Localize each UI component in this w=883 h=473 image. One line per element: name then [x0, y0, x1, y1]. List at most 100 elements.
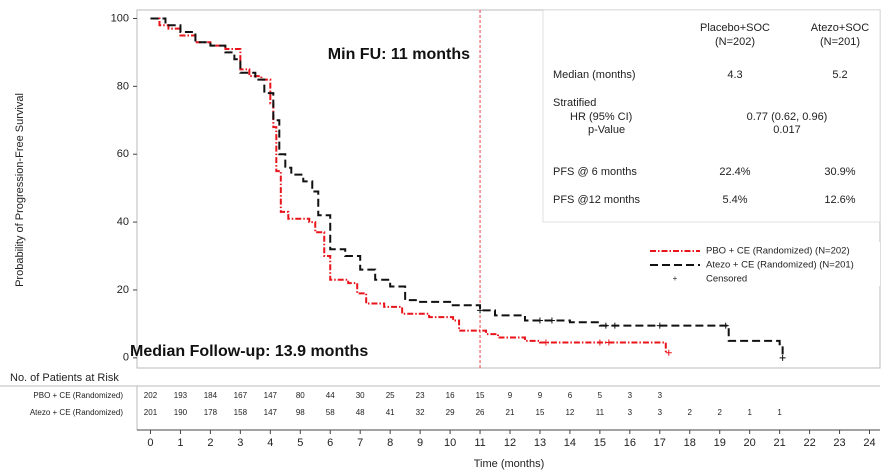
table-cell: 0.017: [773, 124, 801, 136]
table-row-label: Median (months): [553, 69, 636, 81]
table-row-label: p-Value: [588, 124, 625, 136]
censor-mark: [602, 322, 609, 329]
risk-count: 158: [234, 408, 248, 417]
risk-title: No. of Patients at Risk: [10, 372, 119, 384]
risk-count: 11: [596, 408, 605, 417]
risk-count: 30: [356, 391, 365, 400]
risk-count: 32: [416, 408, 425, 417]
risk-count: 58: [326, 408, 335, 417]
x-tick-label: 21: [774, 437, 786, 449]
x-tick-label: 10: [444, 437, 456, 449]
table-row-label: Stratified: [553, 97, 596, 109]
risk-count: 9: [508, 391, 513, 400]
y-tick-label: 100: [111, 12, 129, 24]
x-tick-label: 14: [564, 437, 576, 449]
table-cell: 12.6%: [824, 194, 855, 206]
x-tick-label: 24: [863, 437, 875, 449]
risk-count: 1: [747, 408, 752, 417]
risk-count: 6: [568, 391, 573, 400]
risk-count: 202: [144, 391, 158, 400]
risk-count: 1: [777, 408, 782, 417]
censor-mark: [665, 349, 672, 356]
risk-count: 167: [234, 391, 248, 400]
x-tick-label: 7: [357, 437, 363, 449]
y-tick-label: 60: [117, 148, 129, 160]
x-tick-label: 1: [177, 437, 183, 449]
x-tick-label: 11: [474, 437, 485, 449]
risk-count: 147: [264, 408, 278, 417]
legend-label: PBO + CE (Randomized) (N=202): [706, 246, 850, 257]
risk-count: 44: [326, 391, 335, 400]
table-cell: 5.2: [832, 69, 847, 81]
x-tick-label: 6: [327, 437, 333, 449]
x-tick-label: 5: [297, 437, 303, 449]
censor-mark: [477, 307, 484, 314]
risk-count: 193: [174, 391, 188, 400]
table-row-label: PFS @12 months: [553, 194, 640, 206]
risk-count: 5: [598, 391, 603, 400]
risk-count: 3: [658, 408, 663, 417]
risk-count: 29: [446, 408, 455, 417]
risk-count: 3: [628, 408, 633, 417]
x-tick-label: 8: [387, 437, 393, 449]
x-tick-label: 23: [833, 437, 845, 449]
risk-count: 15: [536, 408, 545, 417]
annotation: Min FU: 11 months: [328, 46, 470, 63]
legend-symbol: +: [673, 274, 678, 283]
table-header: (N=201): [820, 36, 860, 48]
legend-box: [645, 242, 880, 286]
x-tick-label: 4: [267, 437, 273, 449]
risk-count: 41: [386, 408, 395, 417]
risk-row-label: PBO + CE (Randomized): [33, 391, 123, 400]
risk-count: 2: [717, 408, 722, 417]
x-tick-label: 17: [654, 437, 666, 449]
censor-mark: [536, 317, 543, 324]
survival-curve: [150, 17, 667, 353]
risk-count: 201: [144, 408, 158, 417]
table-header: (N=202): [715, 36, 755, 48]
risk-count: 25: [386, 391, 395, 400]
x-tick-label: 18: [684, 437, 696, 449]
risk-count: 16: [446, 391, 455, 400]
x-tick-label: 16: [624, 437, 636, 449]
risk-count: 98: [296, 408, 305, 417]
risk-count: 2: [688, 408, 693, 417]
table-header: Atezo+SOC: [811, 22, 869, 34]
risk-count: 12: [565, 408, 574, 417]
x-tick-label: 3: [237, 437, 243, 449]
censor-mark: [722, 322, 729, 329]
risk-count: 48: [356, 408, 365, 417]
x-tick-label: 0: [147, 437, 153, 449]
y-tick-label: 40: [117, 216, 129, 228]
legend-label: Censored: [706, 274, 747, 285]
risk-count: 21: [506, 408, 515, 417]
x-tick-label: 22: [803, 437, 815, 449]
table-cell: 22.4%: [719, 166, 750, 178]
table-header: Placebo+SOC: [700, 22, 770, 34]
risk-count: 9: [538, 391, 543, 400]
risk-count: 190: [174, 408, 188, 417]
censor-mark: [611, 322, 618, 329]
table-row-label: HR (95% CI): [570, 111, 632, 123]
censor-mark: [548, 317, 555, 324]
y-tick-label: 20: [117, 284, 129, 296]
stats-table-box: [542, 9, 881, 223]
risk-count: 3: [658, 391, 663, 400]
x-tick-label: 9: [417, 437, 423, 449]
risk-count: 184: [204, 391, 218, 400]
x-tick-label: 19: [714, 437, 726, 449]
x-tick-label: 2: [207, 437, 213, 449]
risk-count: 80: [296, 391, 305, 400]
table-cell: 30.9%: [824, 166, 855, 178]
risk-count: 15: [476, 391, 485, 400]
risk-row-label: Atezo + CE (Randomized): [30, 408, 123, 417]
y-tick-label: 80: [117, 80, 129, 92]
annotation: Median Follow-up: 13.9 months: [130, 343, 368, 360]
censor-mark: [596, 339, 603, 346]
y-axis-label: Probability of Progression-Free Survival: [14, 93, 26, 287]
y-tick-label: 0: [123, 352, 129, 364]
x-axis-label: Time (months): [474, 458, 545, 470]
table-cell: 0.77 (0.62, 0.96): [747, 111, 828, 123]
legend-label: Atezo + CE (Randomized) (N=201): [706, 260, 854, 271]
